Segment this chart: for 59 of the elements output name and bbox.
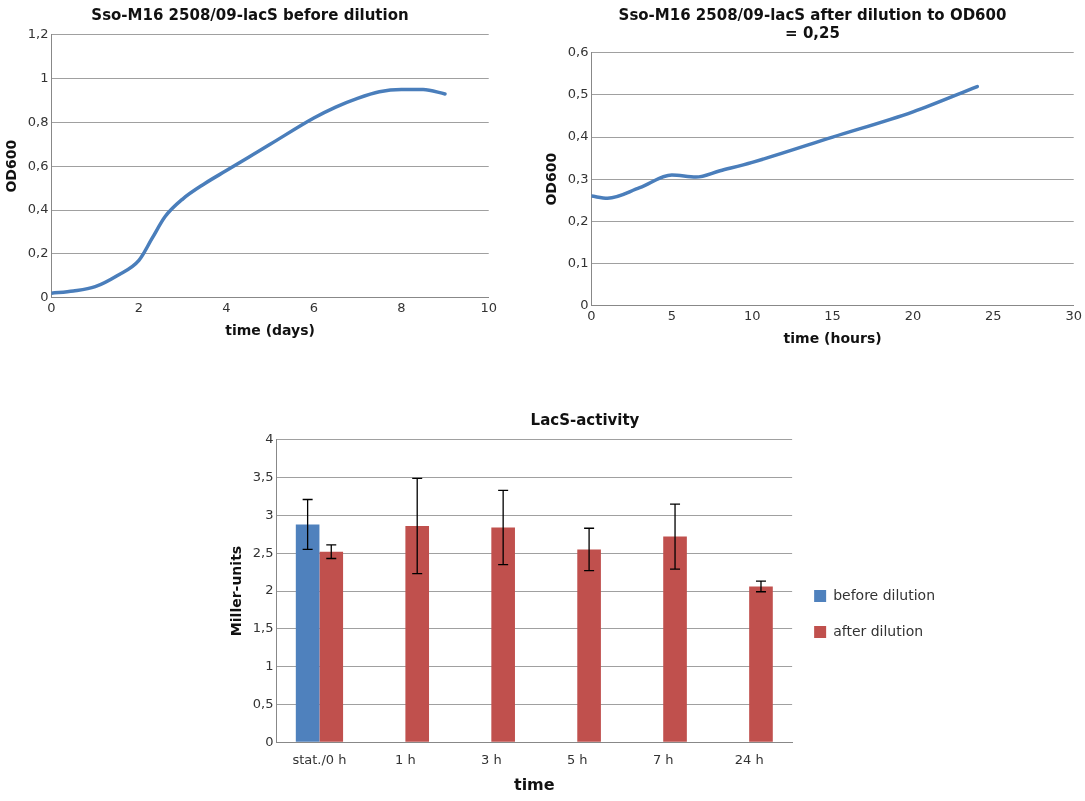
bar bbox=[577, 549, 601, 742]
y-tick-label: 3,5 bbox=[252, 468, 274, 484]
y-axis-title: OD600 bbox=[543, 152, 560, 206]
bar bbox=[295, 524, 320, 742]
y-tick-label: 0,6 bbox=[27, 157, 49, 173]
bar bbox=[405, 525, 430, 742]
y-tick-label: 0,2 bbox=[567, 212, 589, 228]
y-tick-label: 1,2 bbox=[27, 26, 49, 42]
chart-title: LacS-activity bbox=[529, 411, 641, 429]
x-tick-label: 10 bbox=[480, 299, 497, 315]
x-tick-label: 8 bbox=[397, 299, 406, 315]
x-tick-label: stat./0 h bbox=[292, 752, 347, 768]
legend-label: after dilution bbox=[833, 622, 924, 639]
x-tick-label: 25 bbox=[985, 307, 1002, 323]
x-tick-label: 10 bbox=[743, 307, 761, 323]
y-tick-label: 2,5 bbox=[252, 544, 274, 560]
y-tick-label: 1 bbox=[40, 69, 49, 85]
bar bbox=[319, 551, 344, 742]
y-tick-label: 4 bbox=[265, 431, 274, 447]
x-tick-label: 2 bbox=[134, 299, 144, 315]
bar bbox=[663, 536, 687, 742]
y-tick-label: 0,5 bbox=[252, 695, 274, 711]
y-tick-label: 0 bbox=[40, 288, 49, 304]
x-tick-label: 1 h bbox=[395, 752, 416, 768]
y-axis-title: Miller-units bbox=[228, 545, 245, 637]
chart-title: Sso-M16 2508/09-lacS after dilution to OD600 = 0,25 bbox=[617, 6, 1008, 42]
y-tick-label: 0,3 bbox=[567, 170, 589, 186]
y-tick-label: 1 bbox=[265, 657, 274, 673]
y-tick-label: 3 bbox=[265, 506, 274, 522]
x-tick-label: 5 bbox=[667, 307, 676, 323]
x-tick-label: 15 bbox=[824, 307, 841, 323]
y-tick-label: 2 bbox=[265, 582, 274, 598]
y-tick-label: 0 bbox=[265, 733, 274, 749]
x-axis-title: time (days) bbox=[225, 322, 315, 339]
y-axis-title: OD600 bbox=[3, 139, 20, 193]
chart-title: Sso-M16 2508/09-lacS before dilution bbox=[90, 6, 410, 24]
x-tick-label: 30 bbox=[1065, 307, 1082, 323]
bar bbox=[491, 527, 515, 742]
x-axis-title: time (hours) bbox=[783, 330, 882, 347]
y-tick-label: 0,6 bbox=[567, 44, 589, 60]
bar bbox=[749, 586, 773, 742]
y-tick-label: 0,1 bbox=[567, 254, 589, 270]
x-axis-title: time bbox=[513, 774, 555, 794]
y-tick-label: 0,5 bbox=[567, 86, 589, 102]
line-series bbox=[591, 84, 980, 200]
y-tick-label: 0,8 bbox=[27, 113, 49, 129]
legend-label: before dilution bbox=[833, 586, 936, 603]
y-tick-label: 1,5 bbox=[252, 620, 274, 636]
x-tick-label: 4 bbox=[222, 299, 231, 315]
y-tick-label: 0,4 bbox=[567, 128, 589, 144]
x-tick-label: 7 h bbox=[652, 752, 674, 768]
x-tick-label: 3 h bbox=[481, 752, 502, 768]
x-tick-label: 24 h bbox=[734, 752, 764, 768]
x-tick-label: 20 bbox=[904, 307, 922, 323]
y-tick-label: 0,4 bbox=[27, 201, 49, 217]
line-series bbox=[51, 87, 447, 295]
x-tick-label: 6 bbox=[309, 299, 318, 315]
x-tick-label: 5 h bbox=[566, 752, 588, 768]
y-tick-label: 0,2 bbox=[27, 245, 49, 261]
